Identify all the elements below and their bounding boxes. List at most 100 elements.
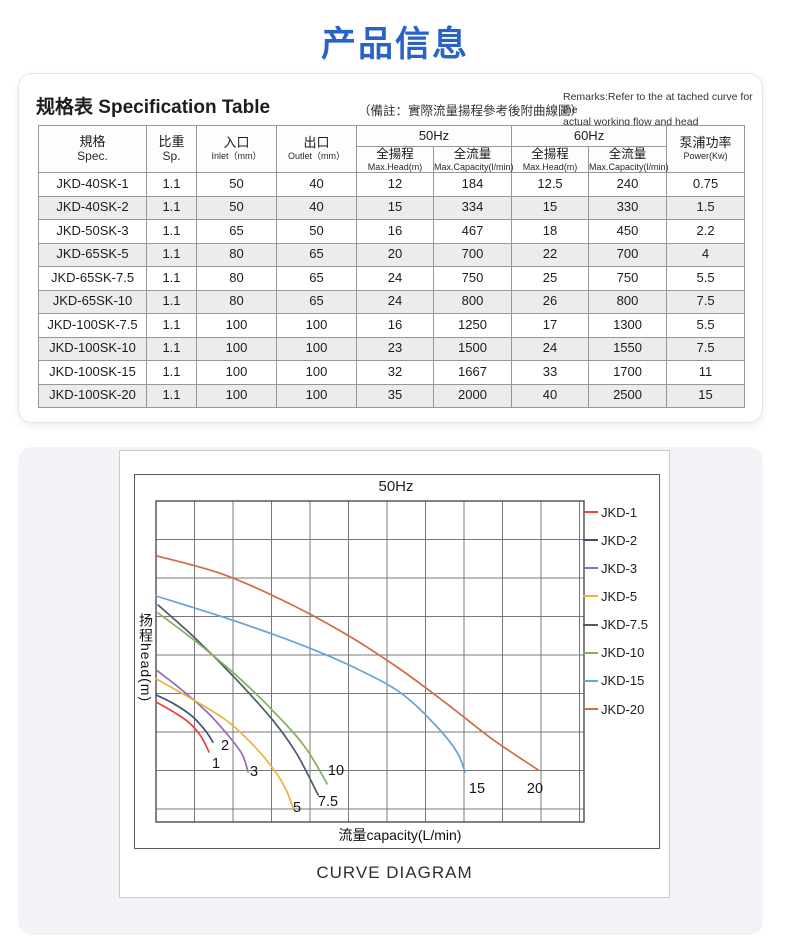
legend-item-JKD-20: JKD-20: [583, 700, 644, 718]
legend-line-icon: [583, 623, 598, 626]
spec-cell: 5.5: [666, 313, 746, 338]
curve-label-20: 20: [526, 781, 544, 797]
spec-cell: 2.2: [666, 219, 746, 244]
spec-cell: 100: [196, 383, 277, 408]
col-header-60hz-capacity: 全流量 Max.Capacity(l/min): [588, 146, 669, 173]
spec-cell: 80: [196, 266, 277, 291]
spec-cell: 65: [276, 266, 357, 291]
spec-cell: 65: [276, 242, 357, 267]
curve-JKD-2: [155, 694, 214, 743]
spec-card-header: 规格表 Specification Table （備註：實際流量揚程參考後附曲線…: [36, 86, 753, 128]
legend-line-icon: [583, 539, 598, 542]
spec-cell: 25: [511, 266, 590, 291]
spec-cell: 0.75: [666, 172, 746, 197]
curve-JKD-5: [155, 677, 294, 809]
spec-cell: 100: [276, 360, 357, 385]
table-row: JKD-50SK-3 1.1 65 50 16 467 18 450 2.2: [38, 219, 746, 244]
spec-cell: 24: [356, 266, 434, 291]
legend-label: JKD-7.5: [601, 617, 648, 633]
spec-cell: 800: [588, 289, 668, 314]
spec-cell: 1250: [432, 313, 513, 338]
spec-cell: 12.5: [511, 172, 590, 197]
legend-label: JKD-1: [601, 504, 638, 520]
legend-item-JKD-2: JKD-2: [583, 531, 637, 549]
spec-cell: 15: [666, 383, 746, 408]
spec-cell: 1.1: [146, 289, 197, 314]
spec-cell: 16: [356, 313, 434, 338]
table-row: JKD-100SK-15 1.1 100 100 32 1667 33 1700 11: [38, 360, 746, 385]
col-header-50hz-capacity: 全流量 Max.Capacity(l/min): [432, 146, 514, 173]
spec-cell: 750: [432, 266, 513, 291]
spec-cell: 1.1: [146, 266, 197, 291]
chart-frame: 50Hz 扬程head(m) 流量capacity(L/min) JKD-1 JK…: [134, 474, 660, 849]
spec-cell: 100: [276, 336, 357, 361]
spec-cell: 24: [356, 289, 434, 314]
legend-item-JKD-10: JKD-10: [583, 644, 644, 662]
spec-title-en: Specification Table: [98, 97, 271, 118]
spec-cell: 7.5: [666, 289, 746, 314]
col-header-inlet: 入口 Inlet（mm）: [196, 125, 277, 173]
spec-cell: 15: [356, 195, 434, 220]
spec-cell: 450: [588, 219, 668, 244]
spec-cell: 4: [666, 242, 746, 267]
chart-title: 50Hz: [378, 478, 414, 495]
legend-label: JKD-2: [601, 532, 638, 548]
spec-cell: 100: [196, 360, 277, 385]
spec-cell: 800: [432, 289, 513, 314]
spec-title-cjk: 规格表: [36, 97, 94, 118]
spec-remark-cjk: （備註：實際流量揚程參考後附曲線圖）: [358, 104, 584, 118]
spec-table-title: 规格表 Specification Table: [36, 92, 270, 119]
spec-cell: 100: [276, 383, 357, 408]
spec-cell: 50: [196, 172, 277, 197]
spec-cell: 2000: [432, 383, 513, 408]
spec-cell: 50: [276, 219, 357, 244]
spec-cell: 700: [432, 242, 513, 267]
spec-cell: 467: [432, 219, 513, 244]
curve-label-1: 1: [211, 756, 221, 772]
y-axis-label: 扬程head(m): [138, 613, 154, 703]
spec-cell: 11: [666, 360, 746, 385]
spec-card: 规格表 Specification Table （備註：實際流量揚程參考後附曲線…: [18, 73, 763, 423]
spec-cell: JKD-65SK-10: [38, 289, 147, 314]
spec-cell: 330: [588, 195, 668, 220]
spec-cell: 184: [432, 172, 513, 197]
spec-remark-en: Remarks:Refer to the at tached curve for…: [563, 91, 763, 129]
spec-cell: 1.1: [146, 195, 197, 220]
legend-line-icon: [583, 511, 598, 513]
table-row: JKD-40SK-1 1.1 50 40 12 184 12.5 240 0.75: [38, 172, 746, 197]
legend-item-JKD-5: JKD-5: [583, 587, 637, 605]
spec-cell: 24: [511, 336, 590, 361]
chart-legend: JKD-1 JKD-2 JKD-3 JKD-5 JKD-7.5 JKD-10 JKD-15 J…: [583, 475, 661, 848]
col-header-sp: 比重 Sp.: [146, 125, 197, 173]
spec-cell: 16: [356, 219, 434, 244]
legend-item-JKD-15: JKD-15: [583, 672, 644, 690]
curve-label-15: 15: [468, 781, 486, 797]
col-header-power: 泵浦功率 Power(Kw): [666, 125, 746, 173]
table-row: JKD-40SK-2 1.1 50 40 15 334 15 330 1.5: [38, 195, 746, 220]
curve-label-7.5: 7.5: [317, 794, 339, 810]
curve-JKD-1: [155, 701, 210, 753]
curve-JKD-20: [156, 555, 540, 771]
curve-JKD-3: [155, 668, 249, 773]
spec-cell: 15: [511, 195, 590, 220]
x-axis-label: 流量capacity(L/min): [338, 827, 462, 843]
col-header-50hz-head: 全揚程 Max.Head(m): [356, 146, 434, 173]
spec-cell: 40: [511, 383, 590, 408]
spec-cell: 1.1: [146, 219, 197, 244]
curve-JKD-15: [155, 595, 466, 773]
spec-cell: 80: [196, 242, 277, 267]
legend-label: JKD-3: [601, 560, 638, 576]
page-title: 产品信息: [320, 25, 469, 64]
spec-cell: JKD-65SK-5: [38, 242, 147, 267]
spec-cell: JKD-40SK-1: [38, 172, 147, 197]
spec-cell: 1.1: [146, 360, 197, 385]
spec-cell: 100: [196, 313, 277, 338]
spec-cell: 22: [511, 242, 590, 267]
spec-cell: 2500: [588, 383, 668, 408]
table-row: JKD-65SK-10 1.1 80 65 24 800 26 800 7.5: [38, 289, 746, 314]
spec-cell: JKD-65SK-7.5: [38, 266, 147, 291]
curve-diagram-card: 50Hz 扬程head(m) 流量capacity(L/min) JKD-1 JK…: [18, 447, 763, 935]
legend-line-icon: [583, 595, 598, 598]
curve-label-10: 10: [327, 763, 345, 779]
